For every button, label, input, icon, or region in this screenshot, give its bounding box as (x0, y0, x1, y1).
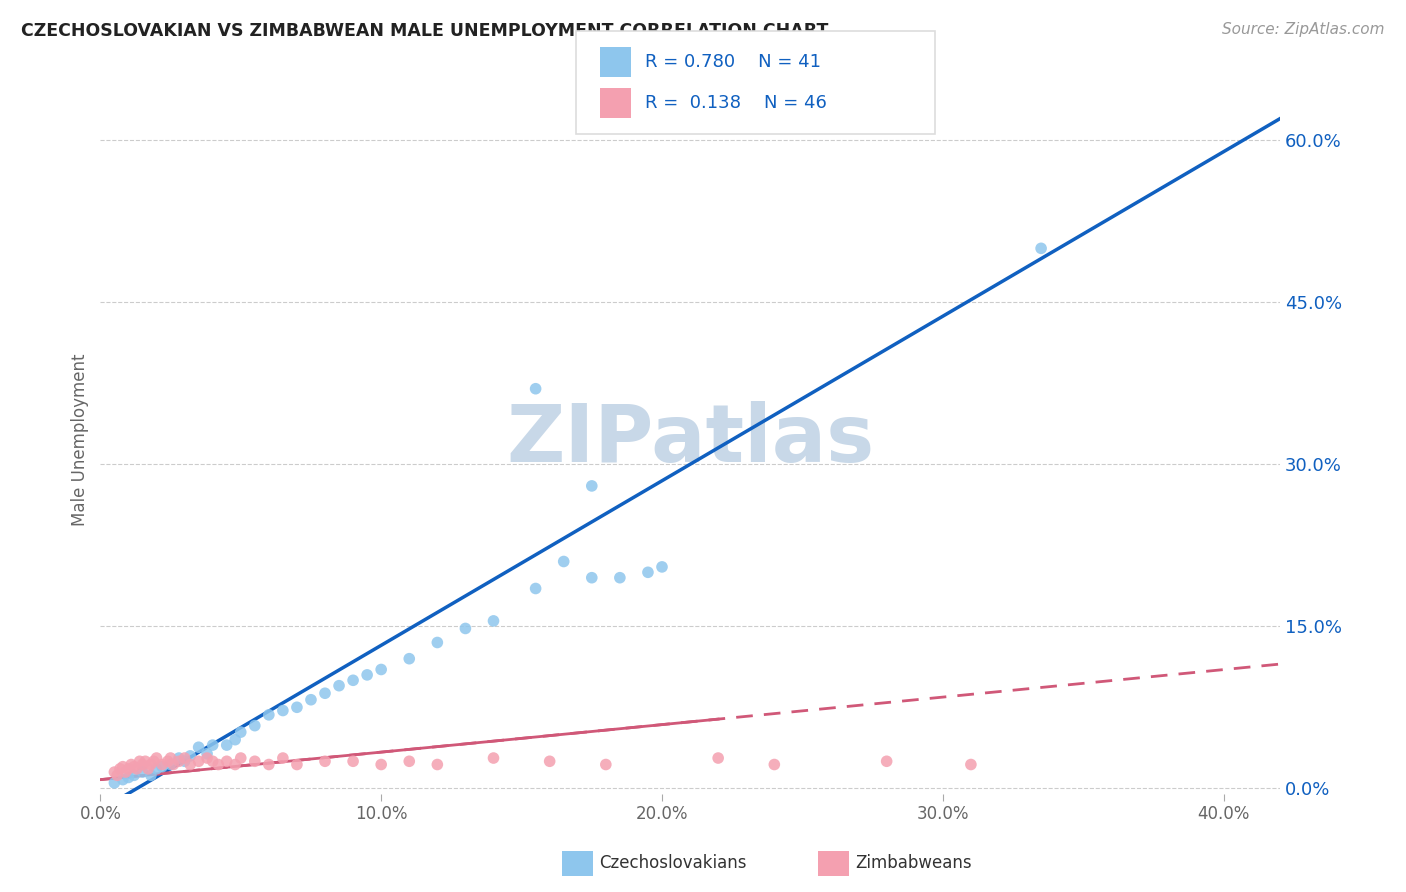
Point (215, 738, 238, 752)
Point (117, 762, 139, 776)
Point (159, 751, 181, 765)
Text: CZECHOSLOVAKIAN VS ZIMBABWEAN MALE UNEMPLOYMENT CORRELATION CHART: CZECHOSLOVAKIAN VS ZIMBABWEAN MALE UNEMP… (21, 22, 828, 40)
Point (342, 673, 364, 688)
Point (524, 382, 547, 396)
Point (179, 757, 201, 772)
Point (136, 762, 159, 776)
Text: Zimbabweans: Zimbabweans (855, 855, 972, 872)
Point (763, 757, 786, 772)
Point (195, 751, 218, 765)
Point (120, 757, 142, 772)
Point (187, 754, 209, 768)
Point (328, 679, 350, 693)
Point (271, 751, 294, 765)
Point (114, 765, 136, 780)
Point (314, 754, 336, 768)
Point (150, 760, 173, 774)
Point (426, 757, 449, 772)
Point (581, 571, 603, 585)
Point (426, 635, 449, 649)
Point (370, 663, 392, 677)
Point (125, 762, 148, 776)
Point (139, 768, 162, 782)
Point (167, 751, 190, 765)
Text: ZIPatlas: ZIPatlas (506, 401, 875, 479)
Point (131, 765, 153, 780)
Point (111, 760, 134, 774)
Point (595, 757, 617, 772)
Point (285, 700, 308, 714)
Point (207, 757, 229, 772)
Point (145, 762, 167, 776)
Point (398, 651, 420, 665)
Point (103, 765, 125, 780)
Point (224, 757, 246, 772)
Point (134, 754, 156, 768)
Text: Czechoslovakians: Czechoslovakians (599, 855, 747, 872)
Text: R = 0.780    N = 41: R = 0.780 N = 41 (645, 53, 821, 70)
Point (179, 748, 201, 763)
Point (229, 725, 252, 739)
Point (195, 747, 218, 761)
Point (609, 571, 631, 585)
Point (314, 686, 336, 700)
Point (201, 738, 224, 752)
Point (482, 614, 505, 628)
Point (243, 719, 266, 733)
Point (257, 707, 280, 722)
Point (524, 582, 547, 596)
Text: R =  0.138    N = 46: R = 0.138 N = 46 (645, 95, 827, 112)
Point (159, 757, 181, 772)
Point (156, 754, 179, 768)
Point (122, 760, 145, 774)
Point (370, 757, 392, 772)
Point (162, 757, 184, 772)
Point (173, 751, 195, 765)
Point (111, 772, 134, 787)
Point (356, 668, 378, 682)
Point (876, 754, 898, 768)
Point (553, 554, 575, 568)
Point (117, 771, 139, 785)
Text: Source: ZipAtlas.com: Source: ZipAtlas.com (1222, 22, 1385, 37)
Point (103, 776, 125, 790)
Point (167, 754, 190, 768)
Point (187, 740, 209, 755)
Point (651, 560, 673, 574)
Point (139, 757, 162, 772)
Point (243, 754, 266, 768)
Point (122, 768, 145, 782)
Point (108, 762, 131, 776)
Point (229, 751, 252, 765)
Y-axis label: Male Unemployment: Male Unemployment (72, 354, 89, 526)
Point (145, 751, 167, 765)
Point (342, 754, 364, 768)
Point (173, 754, 195, 768)
Point (454, 622, 477, 636)
Point (581, 479, 603, 493)
Point (398, 754, 420, 768)
Point (1029, 241, 1052, 255)
Point (285, 757, 308, 772)
Point (131, 757, 153, 772)
Point (201, 754, 224, 768)
Point (224, 732, 246, 747)
Point (105, 768, 128, 782)
Point (960, 757, 983, 772)
Point (215, 754, 238, 768)
Point (707, 751, 730, 765)
Point (150, 757, 173, 772)
Point (482, 751, 505, 765)
Point (257, 757, 280, 772)
Point (299, 692, 322, 706)
Point (637, 566, 659, 580)
Point (142, 754, 165, 768)
Point (271, 704, 294, 718)
Point (538, 754, 561, 768)
Point (128, 754, 150, 768)
